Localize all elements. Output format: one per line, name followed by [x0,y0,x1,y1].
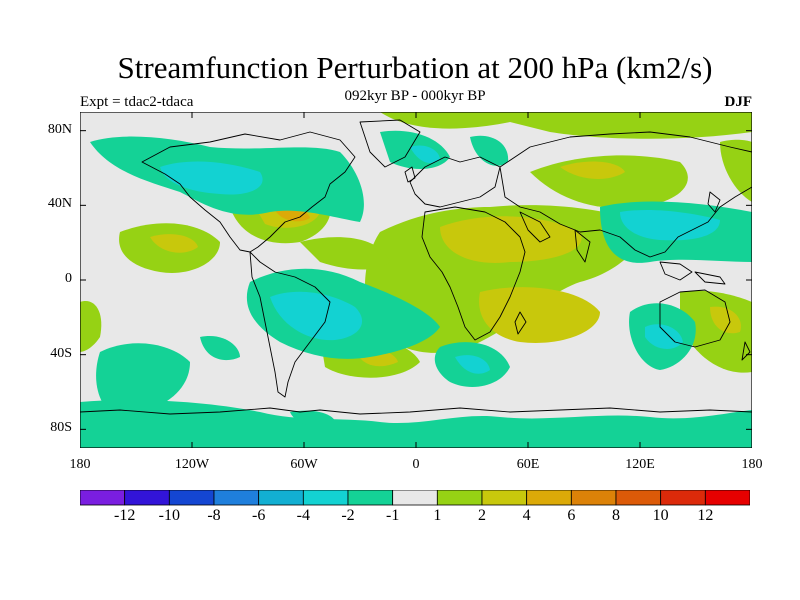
field-contour-12 [680,290,752,373]
field-contour-26 [200,336,240,361]
lat-label: 80S [50,420,72,436]
lon-label: 0 [412,457,420,472]
coastline-4 [421,206,526,341]
colorbar-swatch [570,490,617,506]
coastline-6 [519,211,551,243]
lon-label: 120W [174,457,210,472]
colorbar-swatch [124,490,170,506]
coastline-12 [707,191,721,213]
colorbar-swatch [704,490,750,506]
lat-label: 40S [50,345,72,361]
colorbar [80,490,750,506]
coastline-8 [659,261,693,281]
colorbar-label: -4 [296,507,310,524]
field-contour-10 [150,234,198,253]
chart-title: Streamfunction Perturbation at 200 hPa (… [117,50,713,85]
field-contour-3 [479,287,600,343]
coastline-13 [514,311,527,335]
colorbar-label: -1 [385,507,400,524]
field-contour-21 [410,145,440,164]
colorbar-label: -10 [158,507,180,524]
colorbar-label: 10 [652,507,669,524]
experiment-label: Expt = tdac2-tdaca [80,94,194,110]
colorbar-label: 8 [612,507,620,524]
lon-label: 180 [69,457,91,472]
colorbar-label: -8 [207,507,221,524]
field-contour-11 [80,301,102,352]
colorbar-swatch [213,490,260,506]
colorbar-label: 4 [522,507,531,524]
field-contour-14 [720,139,752,202]
season-label: DJF [724,94,753,110]
chart-subtitle: 092kyr BP - 000kyr BP [344,88,486,104]
colorbar-swatch [258,490,304,506]
colorbar-label: 1 [433,507,442,524]
colorbar-label: -2 [341,507,355,524]
lat-label: 0 [65,271,72,286]
colorbar-label: 12 [697,507,714,524]
streamfunction-map [80,112,752,448]
colorbar-label: -6 [251,507,266,524]
field-contour-17 [300,237,390,270]
field-contour-2 [440,216,582,263]
field-contour-28 [620,209,720,241]
colorbar-swatch [168,490,215,506]
colorbar-swatch [392,490,438,506]
field-contour-30 [645,324,683,349]
coastline-5 [499,131,752,258]
coastline-3 [409,156,501,208]
field-contour-13 [710,306,741,334]
coastline-10 [659,289,731,348]
field-contour-33 [80,400,752,448]
lat-label: 40N [47,196,72,212]
colorbar-label: 2 [478,507,486,524]
colorbar-swatch [481,490,528,506]
lon-label: 60W [290,457,318,472]
field-contour-24 [270,291,363,341]
lon-label: 120E [625,457,655,472]
field-contour-22 [470,135,509,166]
coastline-11 [741,341,751,361]
coastline-0 [141,131,356,253]
colorbar-swatch [80,490,126,506]
coastline-7 [574,229,591,263]
field-contour-25 [96,343,190,417]
colorbar-label: 6 [567,507,576,524]
coastline-15 [80,407,752,415]
field-contour-34 [290,410,336,428]
coastline-9 [694,271,726,285]
lon-label: 180 [741,457,763,472]
colorbar-swatch [436,490,483,506]
lat-label: 80N [47,121,72,137]
coastline-14 [404,166,416,183]
field-contour-0 [80,112,752,139]
colorbar-swatch [660,490,706,506]
lon-label: 60E [516,457,540,472]
coastline-1 [359,119,421,168]
colorbar-swatch [526,490,572,506]
colorbar-swatch [302,490,349,506]
field-contour-19 [160,161,263,195]
field-contour-5 [560,161,625,179]
field-contour-32 [455,355,490,374]
colorbar-label: -12 [113,507,136,524]
coastline-2 [249,251,331,398]
colorbar-swatch [347,490,394,506]
colorbar-swatch [615,490,662,506]
